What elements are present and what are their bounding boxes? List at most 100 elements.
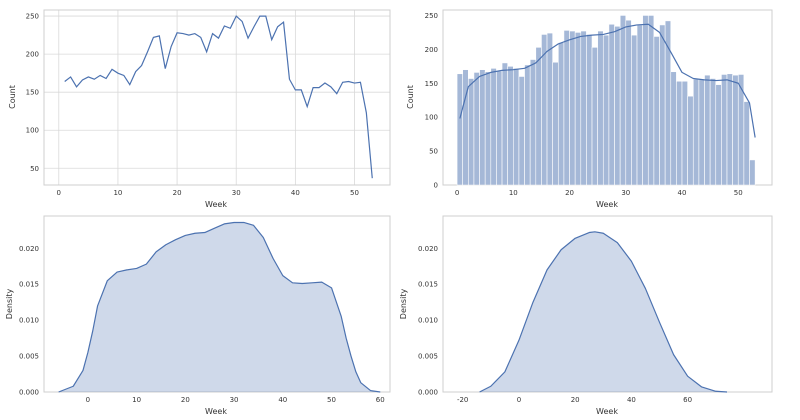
- histogram-bar: [468, 78, 475, 186]
- histogram-bar: [704, 74, 711, 186]
- x-tick-label: 40: [627, 396, 636, 404]
- x-tick-label: 30: [230, 396, 239, 404]
- x-tick-label: 20: [565, 189, 574, 197]
- histogram-bar: [625, 19, 632, 186]
- histogram-bar: [552, 61, 559, 186]
- kde-line: [459, 23, 756, 138]
- histogram-bar: [557, 42, 565, 186]
- y-tick-label: 0.020: [19, 245, 39, 253]
- x-axis-label: Week: [205, 200, 227, 209]
- histogram-bar: [597, 30, 604, 186]
- histogram-bar: [456, 73, 463, 186]
- y-axis-label: Density: [399, 289, 408, 320]
- histogram-bar: [507, 65, 514, 186]
- series-line: [64, 15, 373, 179]
- histogram-bar: [462, 69, 469, 186]
- x-tick-label: 0: [455, 189, 459, 197]
- histogram-bar: [715, 84, 722, 186]
- histogram-bar: [636, 24, 643, 186]
- x-axis-label: Week: [596, 407, 618, 416]
- x-tick-label: 30: [232, 189, 241, 197]
- histogram-bar: [490, 68, 497, 186]
- histogram-bar: [732, 74, 739, 186]
- histogram-bar: [709, 78, 717, 186]
- x-axis-label: Week: [205, 407, 227, 416]
- density-area: [479, 231, 728, 392]
- y-tick-label: 0.005: [19, 353, 39, 361]
- density-line: [58, 221, 381, 393]
- x-tick-label: 60: [376, 396, 385, 404]
- y-tick-label: 0.010: [19, 317, 39, 325]
- plot-frame: [43, 215, 391, 393]
- y-tick-label: 200: [26, 51, 39, 59]
- plot-frame: [43, 9, 391, 186]
- x-tick-label: 0: [57, 189, 61, 197]
- histogram-bar: [512, 68, 520, 186]
- x-tick-label: 20: [571, 396, 580, 404]
- x-tick-label: 10: [132, 396, 141, 404]
- histogram-bar: [586, 34, 593, 186]
- y-tick-label: 50: [429, 148, 438, 156]
- y-tick-label: 200: [425, 46, 438, 54]
- histogram-bar: [473, 72, 480, 186]
- histogram-bar: [653, 36, 660, 186]
- histogram-bar: [698, 78, 705, 186]
- histogram-bar: [642, 15, 649, 186]
- x-tick-label: 50: [350, 189, 359, 197]
- histogram-bar: [518, 76, 525, 186]
- plot-frame: [442, 215, 773, 393]
- x-tick-label: 10: [509, 189, 518, 197]
- subplot-histogram-count: 0 10 20 30 40 50 0 50 100 150 200 250 Week Count: [406, 9, 773, 209]
- histogram-bar: [749, 159, 756, 186]
- y-tick-label: 250: [425, 12, 438, 20]
- histogram-bar: [692, 78, 700, 186]
- histogram-bar: [563, 30, 570, 186]
- x-tick-label: -20: [457, 396, 468, 404]
- y-tick-label: 0.000: [418, 389, 438, 397]
- x-tick-label: 10: [113, 189, 122, 197]
- y-tick-label: 100: [425, 114, 438, 122]
- histogram-bar: [529, 59, 537, 186]
- y-tick-label: 150: [26, 89, 39, 97]
- x-tick-label: 50: [327, 396, 336, 404]
- y-tick-label: 150: [425, 80, 438, 88]
- histogram-bar: [569, 30, 576, 186]
- y-tick-label: 0.000: [19, 389, 39, 397]
- histogram-bar: [726, 73, 733, 186]
- y-tick-label: 0: [434, 182, 438, 190]
- x-tick-label: 40: [291, 189, 300, 197]
- histogram-bar: [664, 20, 672, 186]
- histogram-bar: [608, 23, 615, 186]
- histogram-bar: [619, 15, 627, 186]
- y-tick-label: 250: [26, 13, 39, 21]
- subplot-kde-density-wide: -20 0 20 40 60 0.000 0.005 0.010 0.015 0.020 Week D…: [399, 215, 773, 416]
- x-tick-label: 20: [181, 396, 190, 404]
- x-tick-label: 40: [278, 396, 287, 404]
- subplot-kde-density: 0 10 20 30 40 50 60 0.000 0.005 0.010 0.015 0.020 We…: [5, 215, 391, 416]
- histogram-bar: [580, 30, 587, 186]
- histogram-bar: [743, 101, 750, 186]
- y-tick-label: 0.015: [19, 281, 39, 289]
- y-tick-label: 0.015: [418, 281, 438, 289]
- histogram-bar: [602, 34, 610, 186]
- x-tick-label: 20: [173, 189, 182, 197]
- x-axis-label: Week: [596, 200, 618, 209]
- subplot-line-count: 0 10 20 30 40 50 50 100 150 200 250 Week Count: [8, 9, 391, 209]
- histogram-bar: [676, 80, 683, 186]
- histogram-bar: [574, 32, 582, 186]
- x-tick-label: 30: [621, 189, 630, 197]
- histogram-bar: [479, 69, 486, 186]
- density-line: [479, 231, 728, 393]
- x-tick-label: 40: [678, 189, 687, 197]
- histogram-bar: [670, 71, 677, 186]
- histogram-bar: [721, 74, 728, 186]
- y-tick-label: 50: [30, 165, 39, 173]
- x-tick-label: 60: [683, 396, 692, 404]
- histogram-bar: [484, 71, 492, 186]
- histogram-bar: [631, 34, 638, 186]
- histogram-bar: [614, 25, 621, 186]
- y-tick-label: 0.020: [418, 245, 438, 253]
- histogram-bar: [535, 47, 542, 186]
- histogram-bar: [647, 15, 655, 186]
